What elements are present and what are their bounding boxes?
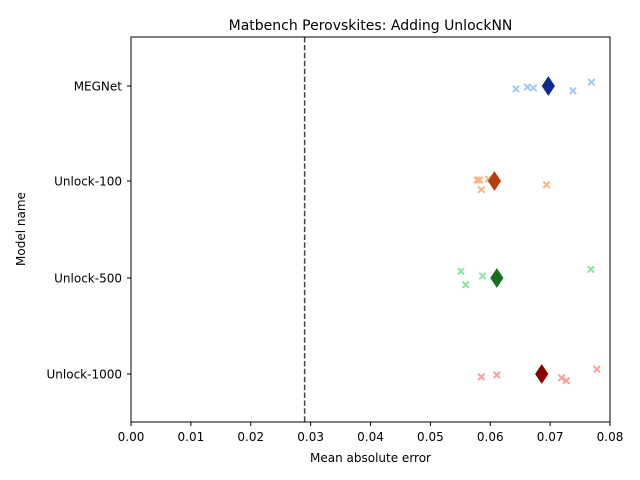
y-axis-label: Model name <box>14 192 28 266</box>
x-tick-label: 0.06 <box>477 430 504 444</box>
series-unlock-100 <box>473 171 551 194</box>
plot-area: 0.00 0.01 0.02 0.03 0.04 0.05 0.06 0.07 0.08 MEGN… <box>47 36 624 444</box>
data-point <box>477 186 485 194</box>
data-point <box>569 87 577 95</box>
x-tick-label: 0.01 <box>178 430 205 444</box>
data-point <box>587 265 595 273</box>
y-tick-label: Unlock-100 <box>54 175 122 189</box>
data-point <box>542 181 551 189</box>
data-point <box>529 84 537 92</box>
y-tick-label: Unlock-1000 <box>47 368 122 382</box>
x-tick-label: 0.05 <box>417 430 444 444</box>
series-unlock-500 <box>457 265 595 289</box>
data-point <box>475 176 484 184</box>
series-megnet <box>512 76 596 96</box>
data-point <box>493 371 501 379</box>
data-point <box>523 83 531 91</box>
data-point <box>512 85 520 93</box>
x-tick-label: 0.04 <box>357 430 384 444</box>
data-point <box>462 281 470 289</box>
x-tick-label: 0.03 <box>297 430 324 444</box>
chart-title: Matbench Perovskites: Adding UnlockNN <box>229 18 513 34</box>
y-tick-label: MEGNet <box>74 80 123 94</box>
mean-marker <box>535 364 549 384</box>
data-point <box>557 374 566 382</box>
x-tick-label: 0.02 <box>237 430 264 444</box>
series-unlock-1000 <box>477 364 601 385</box>
x-tick-label: 0.08 <box>597 430 624 444</box>
data-point <box>478 272 487 280</box>
mean-marker <box>490 268 504 288</box>
x-tick-label: 0.00 <box>118 430 145 444</box>
x-axis-label: Mean absolute error <box>310 451 431 465</box>
x-tick-label: 0.07 <box>537 430 564 444</box>
y-tick-label: Unlock-500 <box>54 272 122 286</box>
data-point <box>593 365 601 373</box>
mean-marker <box>541 76 555 96</box>
data-point <box>562 377 570 385</box>
mean-marker <box>487 171 502 191</box>
data-point <box>587 78 596 86</box>
data-point <box>457 267 465 275</box>
data-point <box>477 373 485 381</box>
